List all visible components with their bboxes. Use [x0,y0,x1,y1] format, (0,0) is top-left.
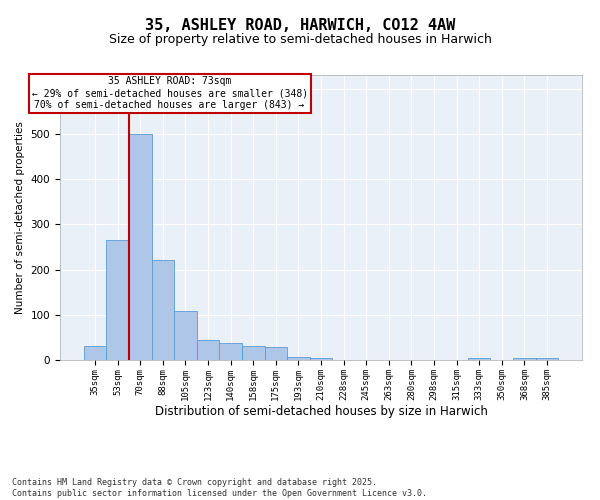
Bar [468,358,490,360]
Text: 35, ASHLEY ROAD, HARWICH, CO12 4AW: 35, ASHLEY ROAD, HARWICH, CO12 4AW [145,18,455,32]
Text: Size of property relative to semi-detached houses in Harwich: Size of property relative to semi-detach… [109,32,491,46]
Bar [513,358,536,360]
Text: 35 ASHLEY ROAD: 73sqm
← 29% of semi-detached houses are smaller (348)
70% of sem: 35 ASHLEY ROAD: 73sqm ← 29% of semi-deta… [32,76,308,110]
Bar [152,260,174,360]
Bar [265,348,287,360]
Bar [536,358,558,360]
Bar [220,343,242,360]
Text: Contains HM Land Registry data © Crown copyright and database right 2025.
Contai: Contains HM Land Registry data © Crown c… [12,478,427,498]
Bar [129,134,152,360]
X-axis label: Distribution of semi-detached houses by size in Harwich: Distribution of semi-detached houses by … [155,406,487,418]
Bar [174,311,197,360]
Bar [310,358,332,360]
Bar [106,240,129,360]
Bar [242,346,265,360]
Bar [197,340,220,360]
Bar [287,358,310,360]
Y-axis label: Number of semi-detached properties: Number of semi-detached properties [15,121,25,314]
Bar [84,346,106,360]
